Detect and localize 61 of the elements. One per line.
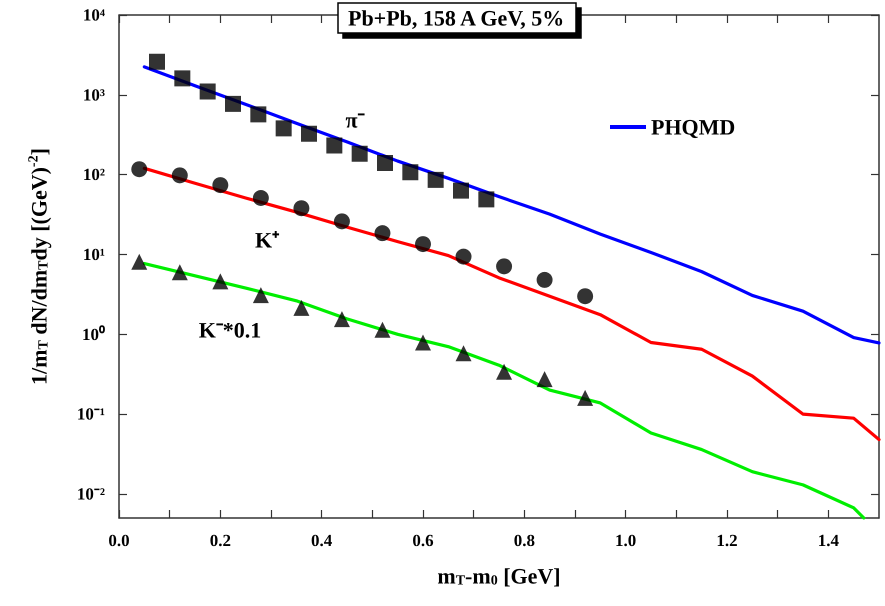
y-tick-label: 10² xyxy=(82,165,105,184)
annotation: π⁻ xyxy=(345,108,366,132)
point xyxy=(456,345,472,362)
point xyxy=(326,137,342,154)
y-tick-label: 10³ xyxy=(82,85,105,104)
point xyxy=(352,146,368,162)
point xyxy=(172,167,188,184)
legend-label: PHQMD xyxy=(651,114,736,140)
x-tick-label: 1.0 xyxy=(615,531,636,550)
point xyxy=(536,272,553,288)
point xyxy=(377,154,393,171)
y-tick-label: 10⁻¹ xyxy=(76,404,105,424)
point xyxy=(301,126,317,142)
annotation: K⁺ xyxy=(254,228,280,252)
point xyxy=(415,334,431,350)
point xyxy=(149,54,165,70)
point xyxy=(212,273,228,290)
point xyxy=(374,225,390,242)
y-tick-label: 10¹ xyxy=(82,244,105,264)
point xyxy=(293,200,310,216)
y-tick-label: 10⁴ xyxy=(82,6,105,24)
point xyxy=(334,311,350,328)
point xyxy=(200,84,216,100)
point xyxy=(293,300,310,316)
point xyxy=(131,254,148,270)
annotation: K⁻*0.1 xyxy=(198,318,262,342)
point xyxy=(536,371,553,388)
point xyxy=(577,390,594,406)
point xyxy=(250,106,266,122)
point xyxy=(402,164,418,180)
point xyxy=(174,70,190,86)
point xyxy=(131,161,148,178)
chart-title: Pb+Pb, 158 A GeV, 5% xyxy=(348,6,564,30)
x-tick-label: 0.8 xyxy=(514,531,535,550)
point xyxy=(252,190,269,206)
x-tick-label: 1.2 xyxy=(716,531,738,550)
point xyxy=(428,172,444,188)
point xyxy=(577,288,594,304)
y-tick-label: 10⁰ xyxy=(82,324,105,344)
point xyxy=(276,120,292,136)
x-tick-label: 0.6 xyxy=(412,531,434,550)
x-tick-label: 0.2 xyxy=(210,531,231,550)
point xyxy=(415,236,431,252)
point xyxy=(456,248,472,265)
point xyxy=(496,364,512,380)
point xyxy=(478,191,494,208)
y-axis-title: 1/mT dN/dmTdy [(GeV)-2] xyxy=(26,148,52,385)
point xyxy=(225,96,241,112)
x-tick-label: 0.4 xyxy=(311,531,333,550)
point xyxy=(453,182,469,199)
point xyxy=(212,177,228,194)
x-tick-label: 0.0 xyxy=(108,531,130,550)
x-tick-label: 1.4 xyxy=(818,531,840,550)
y-tick-label: 10⁻² xyxy=(76,484,105,504)
point xyxy=(252,287,269,304)
point xyxy=(334,213,350,230)
point xyxy=(374,322,390,338)
point xyxy=(172,264,188,280)
line-series xyxy=(142,65,881,345)
point xyxy=(496,258,512,274)
x-axis-title: mT-m0 [GeV] xyxy=(437,564,561,588)
